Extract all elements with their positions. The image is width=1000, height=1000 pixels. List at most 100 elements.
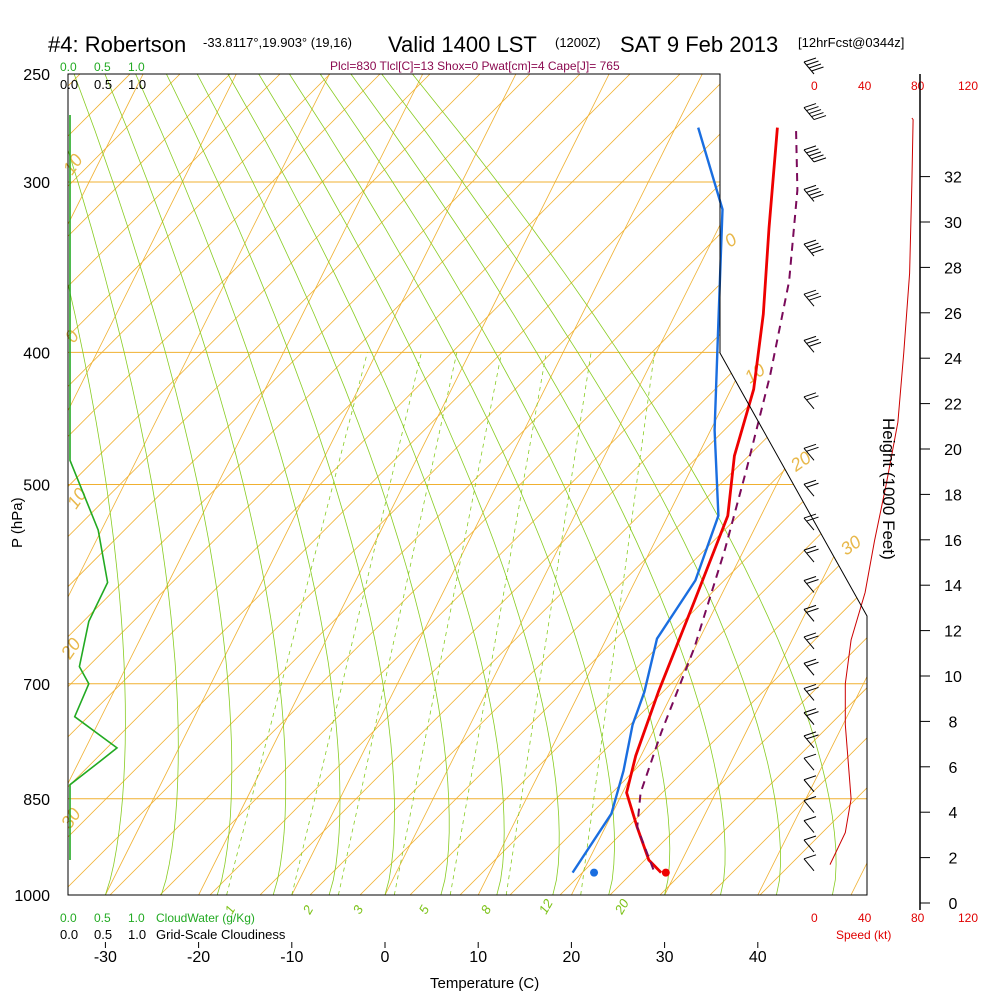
cloud-top-black-1: 0.5: [94, 77, 112, 92]
wind-barb-feather: [806, 711, 819, 717]
wind-barb: [803, 753, 817, 771]
dry-adiabat-line: [68, 74, 381, 895]
cloud-top-green-2: 1.0: [128, 60, 145, 74]
wind-barb-feather: [803, 775, 817, 781]
speed-bottom-3: 120: [958, 911, 978, 925]
isotherm-line: [68, 74, 237, 895]
moist-adiabat-line: [350, 74, 726, 895]
wind-barb-feather: [806, 734, 819, 740]
wind-barb-staff: [803, 839, 815, 853]
wind-barb-feather: [803, 576, 817, 581]
cloudiness-label: Grid-Scale Cloudiness: [156, 927, 286, 942]
wind-barb-staff: [803, 396, 815, 410]
wind-barb-staff: [803, 757, 815, 771]
wind-barb-feather: [806, 548, 819, 554]
wind-barb-staff: [803, 779, 815, 793]
height-tick-label: 32: [944, 170, 962, 187]
wind-barb-feather: [811, 193, 824, 199]
mixing-ratio-line: [393, 352, 502, 895]
plot-frame: [67, 73, 868, 896]
isotherm-line: [757, 74, 867, 895]
height-tick-label: 10: [944, 669, 962, 686]
cloud-bottom-black-2: 1.0: [128, 927, 146, 942]
height-tick-label: 4: [949, 805, 958, 822]
wind-barb-feather: [803, 796, 817, 801]
wind-barb-feather: [806, 106, 819, 112]
station-coords: -33.8117°,19.903° (19,16): [203, 35, 352, 50]
wind-barb-feather: [806, 148, 819, 154]
wind-barb-staff: [803, 820, 815, 833]
temperature-tick-label: 20: [563, 949, 581, 966]
dry-adiabat-line: [609, 74, 867, 895]
surface-dewpoint-marker: [590, 868, 599, 877]
wind-barb-staff: [803, 712, 815, 725]
speed-scale-top: 0 40 80 120: [811, 79, 978, 93]
height-tick-label: 28: [944, 260, 962, 277]
wind-barb: [803, 57, 824, 75]
cloud-bottom-green-2: 1.0: [128, 911, 145, 925]
wind-barb-feather: [806, 187, 819, 193]
height-tick-label: 24: [944, 351, 962, 368]
speed-top-1: 40: [858, 79, 872, 93]
speed-top-0: 0: [811, 79, 818, 93]
wind-barb-feather: [806, 60, 819, 66]
wind-barb-feather: [803, 545, 817, 551]
speed-scale-bottom: 0 40 80 120 Speed (kt): [811, 911, 978, 942]
mixing-ratio-label: 3: [350, 902, 367, 916]
wind-barb-feather: [806, 686, 819, 692]
mixing-ratio-label: 5: [416, 902, 433, 916]
wind-barb: [803, 658, 819, 676]
mixing-ratio-line: [338, 352, 458, 895]
wind-barb-feather: [803, 479, 817, 485]
mixing-ratio-line: [291, 352, 422, 895]
wind-barb: [803, 289, 822, 307]
wind-barb: [803, 103, 827, 121]
wind-barb-feather: [806, 292, 819, 298]
wind-barb-feather: [813, 157, 827, 163]
wind-barb-staff: [803, 580, 815, 593]
wind-barb-feather: [803, 632, 817, 638]
dry-adiabat-line: [68, 74, 431, 895]
height-tick-label: 14: [944, 578, 962, 595]
temperature-tick-label: -30: [94, 949, 117, 966]
temperature-tick-label: -20: [187, 949, 210, 966]
dry-adiabat-line: [68, 74, 331, 895]
wind-barb: [803, 184, 824, 202]
wind-barb-feather: [808, 63, 822, 69]
parcel-line: [636, 127, 799, 870]
dry-adiabat-line: [459, 74, 867, 895]
pressure-tick-label: 400: [23, 345, 50, 362]
mixing-ratio-line: [505, 352, 592, 895]
wind-barb-feather: [808, 245, 822, 251]
moist-adiabat-line: [135, 74, 341, 895]
temperature-tick-label: 40: [749, 949, 767, 966]
dry-adiabat-line: [68, 74, 281, 895]
wind-barb: [803, 835, 817, 853]
wind-barb: [803, 443, 819, 461]
x-axis-title: Temperature (C): [430, 975, 539, 992]
temperature-tick-label: 0: [381, 949, 390, 966]
pressure-tick-label: 500: [23, 478, 50, 495]
moist-adiabat-line: [412, 74, 837, 895]
wind-barb-feather: [803, 816, 817, 822]
wind-barb-feather: [806, 395, 819, 401]
wind-barb-feather: [806, 607, 819, 613]
temperature-tick-label: -10: [280, 949, 303, 966]
height-tick-label: 12: [944, 624, 962, 641]
dry-adiabat-line: [68, 74, 231, 895]
height-tick-label: 22: [944, 397, 962, 414]
cloud-bottom-green-0: 0.0: [60, 911, 77, 925]
mixing-ratio-line: [449, 352, 547, 895]
height-tick-label: 2: [949, 851, 958, 868]
wind-barb-feather: [806, 661, 819, 667]
wind-barb-feather: [803, 835, 817, 841]
moist-adiabat-line: [289, 74, 615, 895]
speed-bottom-0: 0: [811, 911, 818, 925]
pressure-tick-label: 700: [23, 677, 50, 694]
y-axis-title: P (hPa): [9, 497, 26, 548]
wind-barb: [803, 775, 817, 793]
wind-barb-feather: [808, 190, 822, 196]
wind-barb-feather: [803, 604, 817, 610]
cloud-top-black-2: 1.0: [128, 77, 146, 92]
